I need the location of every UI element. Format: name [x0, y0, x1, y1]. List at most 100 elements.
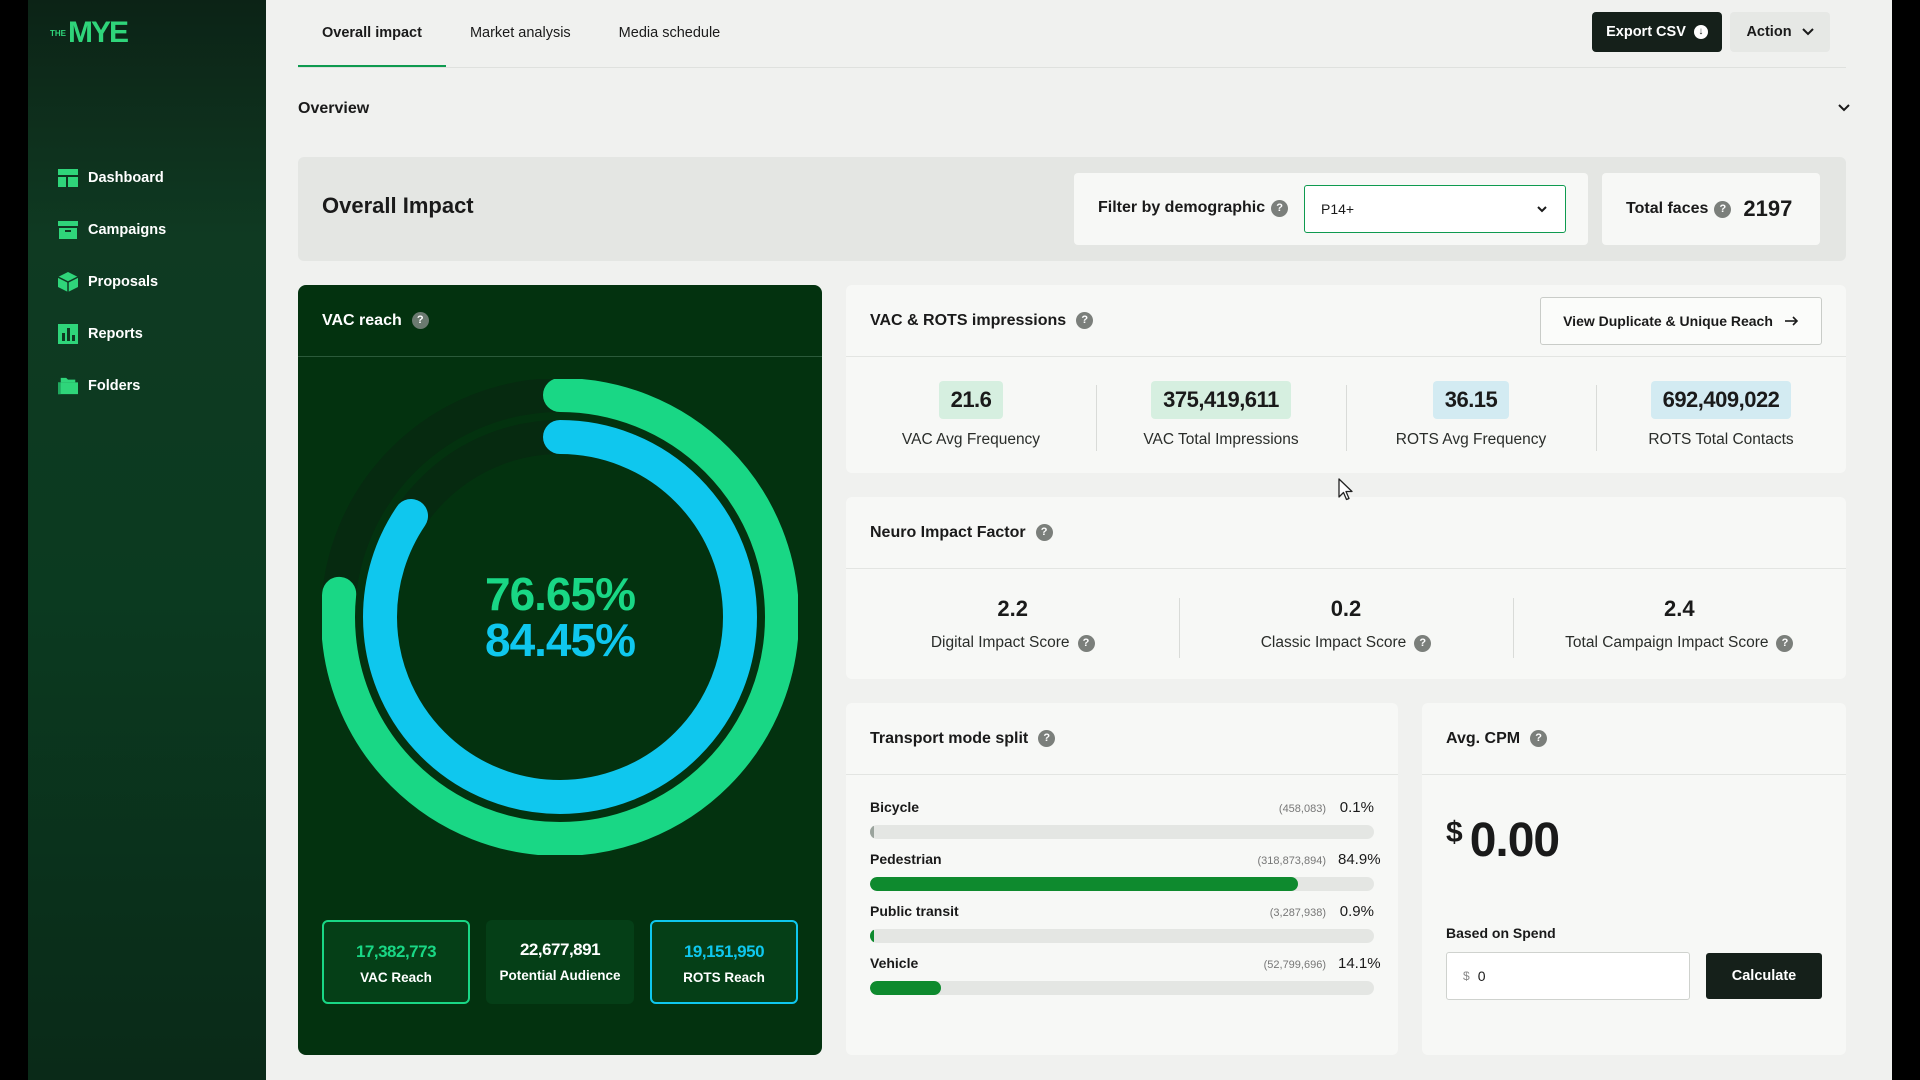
transport-row-bicycle: Bicycle (458,083) 0.1%	[870, 799, 1374, 839]
rots-reach-value: 19,151,950	[683, 942, 765, 961]
main-content: Overall impact Market analysis Media sch…	[266, 0, 1892, 1080]
transport-bar-track	[870, 929, 1374, 943]
transport-title: Transport mode split	[870, 729, 1029, 747]
sidebar-item-campaigns[interactable]: Campaigns	[58, 204, 166, 256]
help-icon[interactable]: ?	[411, 312, 429, 329]
score-label-row: Total Campaign Impact Score ?	[1513, 634, 1846, 652]
sidebar-item-label: Dashboard	[88, 170, 164, 186]
neuro-impact-header: Neuro Impact Factor ?	[846, 497, 1846, 569]
impressions-header: VAC & ROTS impressions ?	[846, 285, 1846, 357]
demographic-value: P14+	[1321, 201, 1355, 217]
help-icon[interactable]: ?	[1776, 634, 1794, 652]
metric-label: VAC Total Impressions	[1143, 431, 1299, 448]
help-icon[interactable]: ?	[1076, 312, 1094, 329]
tab-overall-impact[interactable]: Overall impact	[298, 0, 446, 68]
cpm-value: $0.00	[1446, 813, 1560, 868]
impressions-metrics: 21.6 VAC Avg Frequency 375,419,611 VAC T…	[846, 357, 1846, 473]
score-label: Total Campaign Impact Score	[1565, 634, 1769, 651]
sidebar-item-folders[interactable]: Folders	[58, 360, 166, 412]
spend-input[interactable]: $ 0	[1446, 952, 1690, 1000]
impressions-title: VAC & ROTS impressions	[870, 311, 1067, 329]
export-csv-button[interactable]: Export CSV ↓	[1592, 12, 1722, 52]
transport-pct: 14.1%	[1338, 955, 1381, 972]
folders-icon	[58, 376, 78, 396]
metric-value: 375,419,611	[1151, 381, 1291, 419]
score-label-row: Digital Impact Score ?	[846, 634, 1179, 652]
classic-impact-score: 0.2 Classic Impact Score ?	[1179, 596, 1512, 658]
transport-bar-fill	[870, 825, 874, 839]
download-icon: ↓	[1693, 25, 1708, 39]
sidebar-item-proposals[interactable]: Proposals	[58, 256, 166, 308]
metric-value: 692,409,022	[1650, 381, 1792, 419]
transport-count: (318,873,894)	[1257, 855, 1327, 867]
digital-impact-score: 2.2 Digital Impact Score ?	[846, 596, 1179, 652]
vac-reach-header: VAC reach ?	[298, 285, 822, 357]
help-icon[interactable]: ?	[1035, 524, 1053, 541]
logo-prefix: THE	[50, 28, 66, 38]
total-faces: Total faces ? 2197	[1602, 173, 1820, 245]
vac-reach-label: VAC Reach	[360, 970, 432, 985]
neuro-impact-title: Neuro Impact Factor	[870, 523, 1026, 541]
score-label: Classic Impact Score	[1260, 634, 1407, 651]
transport-name: Pedestrian	[870, 851, 942, 867]
transport-header: Transport mode split ?	[846, 703, 1398, 775]
help-icon[interactable]: ?	[1714, 200, 1732, 218]
vac-total-impressions: 375,419,611 VAC Total Impressions	[1096, 381, 1346, 451]
impressions-card: VAC & ROTS impressions ? View Duplicate …	[846, 285, 1846, 473]
metric-label: VAC Avg Frequency	[901, 431, 1041, 448]
cpm-title: Avg. CPM	[1446, 729, 1521, 747]
rots-total-contacts: 692,409,022 ROTS Total Contacts	[1596, 381, 1846, 451]
help-icon[interactable]: ?	[1038, 730, 1056, 747]
sidebar-item-label: Proposals	[88, 274, 159, 290]
sidebar-item-reports[interactable]: Reports	[58, 308, 166, 360]
rots-avg-frequency: 36.15 ROTS Avg Frequency	[1346, 381, 1596, 451]
action-dropdown-button[interactable]: Action	[1730, 12, 1830, 52]
tab-market-analysis[interactable]: Market analysis	[469, 25, 571, 41]
campaigns-icon	[58, 220, 78, 240]
transport-row-header: Vehicle (52,799,696) 14.1%	[870, 955, 1381, 977]
demographic-select[interactable]: P14+	[1304, 185, 1566, 233]
filter-label: Filter by demographic ?	[1098, 199, 1289, 217]
tab-bar: Overall impact Market analysis Media sch…	[298, 0, 744, 68]
demographic-filter: Filter by demographic ? P14+	[1074, 173, 1588, 245]
currency-symbol: $	[1446, 816, 1463, 849]
transport-count: (458,083)	[1278, 803, 1326, 815]
transport-count: (3,287,938)	[1269, 907, 1326, 919]
transport-row-public-transit: Public transit (3,287,938) 0.9%	[870, 903, 1374, 943]
transport-name: Bicycle	[870, 799, 920, 815]
proposals-icon	[58, 272, 78, 292]
score-value: 0.2	[1330, 596, 1362, 621]
potential-audience-tile: 22,677,891 Potential Audience	[486, 920, 634, 1004]
neuro-metrics: 2.2 Digital Impact Score ? 0.2 Classic I…	[846, 569, 1846, 679]
help-icon[interactable]: ?	[1077, 634, 1095, 652]
overview-collapse-toggle[interactable]	[1838, 100, 1850, 115]
view-duplicate-unique-reach-button[interactable]: View Duplicate & Unique Reach	[1540, 297, 1822, 345]
help-icon[interactable]: ?	[1530, 730, 1548, 747]
transport-pct: 84.9%	[1338, 851, 1381, 868]
vac-reach-tile: 17,382,773 VAC Reach	[322, 920, 470, 1004]
metric-value: 21.6	[938, 381, 1004, 419]
calculate-button[interactable]: Calculate	[1706, 953, 1822, 999]
rots-reach-tile: 19,151,950 ROTS Reach	[650, 920, 798, 1004]
tab-media-schedule[interactable]: Media schedule	[618, 25, 721, 41]
sidebar: THE MYE Dashboard Campaigns Proposals R	[28, 0, 266, 1080]
transport-bar-track	[870, 825, 1374, 839]
total-faces-label: Total faces	[1626, 200, 1709, 217]
rots-reach-ring	[363, 420, 757, 814]
tab-divider	[298, 67, 1846, 68]
vac-reach-value: 17,382,773	[355, 942, 437, 961]
transport-row-pedestrian: Pedestrian (318,873,894) 84.9%	[870, 851, 1381, 891]
sidebar-item-dashboard[interactable]: Dashboard	[58, 152, 166, 204]
transport-pct: 0.9%	[1339, 903, 1374, 920]
transport-name: Public transit	[870, 903, 959, 919]
action-label: Action	[1746, 24, 1792, 40]
brand-logo[interactable]: THE MYE	[50, 16, 129, 50]
transport-bar-fill	[870, 981, 942, 995]
help-icon[interactable]: ?	[1271, 199, 1289, 217]
help-icon[interactable]: ?	[1414, 634, 1432, 652]
sidebar-item-label: Reports	[88, 326, 143, 342]
vac-reach-ring	[322, 379, 798, 855]
potential-audience-label: Potential Audience	[499, 968, 621, 983]
overall-impact-bar: Overall Impact Filter by demographic ? P…	[298, 157, 1846, 261]
score-label: Digital Impact Score	[930, 634, 1070, 651]
